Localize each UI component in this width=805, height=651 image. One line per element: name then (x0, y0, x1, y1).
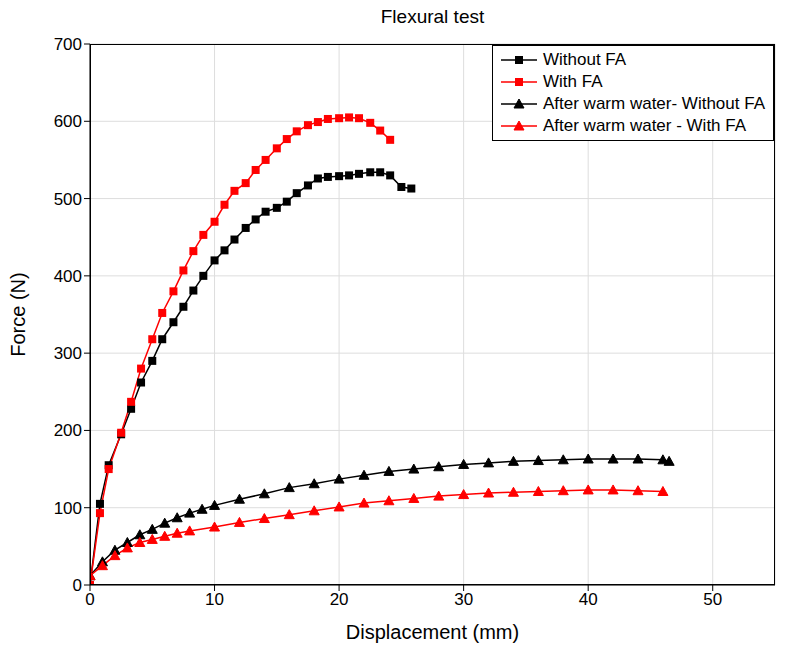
html-text:After warm water - With FA: After warm water - With FA (543, 116, 747, 135)
svg-text:600: 600 (54, 112, 82, 131)
svg-text:200: 200 (54, 421, 82, 440)
svg-text:20: 20 (330, 590, 349, 609)
html-text:Flexural test: Flexural test (380, 6, 485, 27)
html-text:Without FA: Without FA (543, 50, 627, 69)
svg-text:Force (N): Force (N) (7, 272, 29, 356)
html-text:After warm water- Without FA: After warm water- Without FA (543, 94, 765, 113)
html-text:With FA: With FA (543, 72, 603, 91)
svg-text:50: 50 (703, 590, 722, 609)
svg-text:300: 300 (54, 344, 82, 363)
svg-text:Displacement (mm): Displacement (mm) (346, 621, 519, 643)
svg-text:10: 10 (205, 590, 224, 609)
svg-text:500: 500 (54, 190, 82, 209)
svg-text:0: 0 (85, 590, 94, 609)
svg-text:0: 0 (73, 576, 82, 595)
svg-text:400: 400 (54, 267, 82, 286)
svg-text:40: 40 (579, 590, 598, 609)
svg-text:100: 100 (54, 499, 82, 518)
svg-text:700: 700 (54, 35, 82, 54)
svg-text:30: 30 (454, 590, 473, 609)
